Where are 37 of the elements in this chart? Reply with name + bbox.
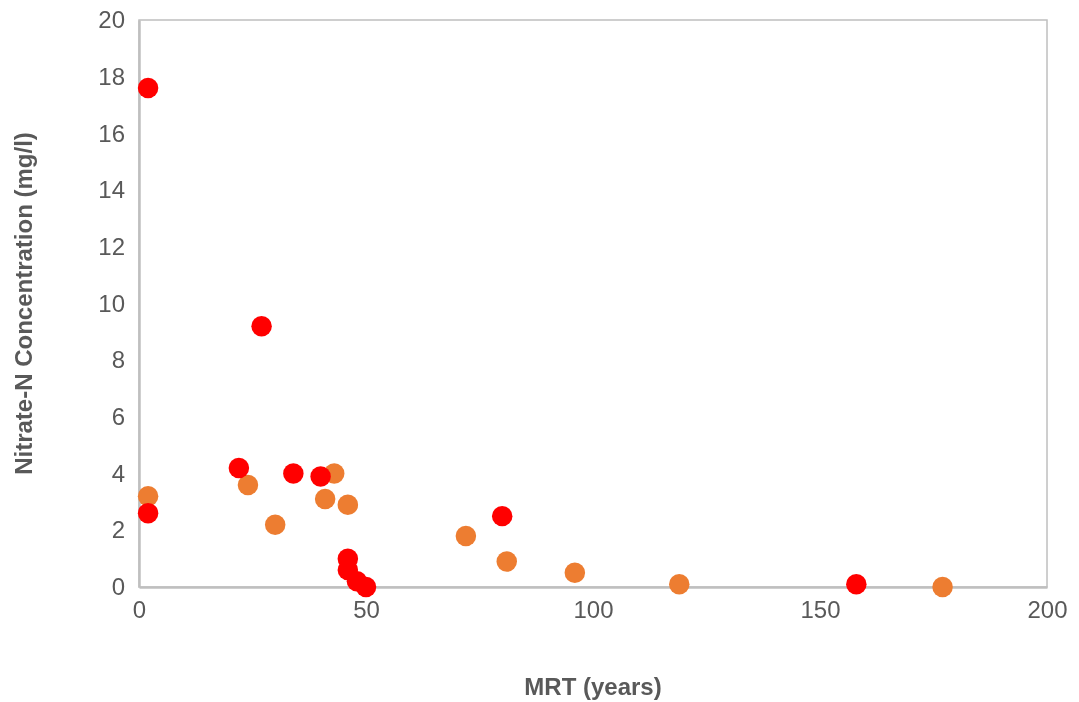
x-tick-label: 100 [573,596,614,624]
point [264,514,286,535]
y-tick-label: 14 [98,176,125,204]
x-tick-label: 0 [132,596,147,624]
y-tick-label: 2 [111,516,125,544]
point [496,551,517,572]
point [137,77,159,99]
point [355,576,377,598]
y-tick-label: 4 [111,459,125,487]
point [669,573,690,595]
point [237,474,259,496]
point [846,573,867,595]
point [137,486,159,507]
point [314,488,336,510]
x-tick-label: 150 [800,596,841,624]
point [228,457,250,479]
y-axis-title: Nitrate-N Concentration (mg/l) [10,132,37,475]
x-tick-label: 50 [353,596,380,624]
point [491,505,513,527]
y-tick-label: 6 [111,403,125,431]
point [283,463,304,484]
point [564,562,586,584]
y-tick-label: 16 [98,119,125,147]
y-tick-label: 12 [98,232,125,260]
point [310,466,331,487]
point [455,525,477,547]
y-tick-label: 8 [111,346,125,374]
y-tick-label: 0 [111,573,125,601]
y-tick-label: 20 [98,6,125,34]
y-tick-label: 10 [98,289,125,317]
x-tick-label: 200 [1027,596,1068,624]
point [137,503,159,524]
x-axis-title: MRT (years) [524,673,662,700]
point [337,494,359,516]
point [251,315,272,337]
point [932,576,953,598]
y-tick-label: 18 [98,62,125,90]
